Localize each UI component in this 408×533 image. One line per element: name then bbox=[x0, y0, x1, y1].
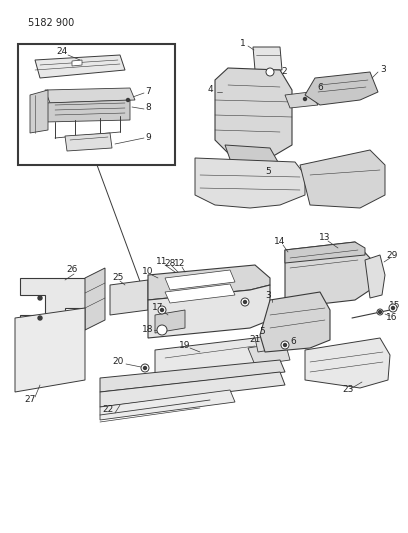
Polygon shape bbox=[20, 278, 85, 330]
Circle shape bbox=[158, 306, 166, 314]
Text: 7: 7 bbox=[145, 87, 151, 96]
Polygon shape bbox=[148, 285, 270, 338]
Polygon shape bbox=[305, 72, 378, 105]
Polygon shape bbox=[285, 92, 318, 108]
Text: 6: 6 bbox=[317, 84, 323, 93]
Circle shape bbox=[268, 70, 272, 74]
Circle shape bbox=[160, 327, 164, 333]
Polygon shape bbox=[110, 280, 148, 315]
Text: 2: 2 bbox=[281, 68, 287, 77]
Text: 10: 10 bbox=[142, 268, 154, 277]
Text: 4: 4 bbox=[207, 85, 213, 94]
Circle shape bbox=[389, 304, 397, 312]
Polygon shape bbox=[255, 334, 282, 352]
Polygon shape bbox=[65, 133, 112, 151]
Polygon shape bbox=[100, 372, 285, 407]
Text: 28: 28 bbox=[164, 259, 176, 268]
Text: 19: 19 bbox=[179, 341, 191, 350]
Circle shape bbox=[281, 341, 289, 349]
Text: 25: 25 bbox=[112, 273, 124, 282]
Text: 16: 16 bbox=[386, 313, 398, 322]
Polygon shape bbox=[35, 55, 125, 78]
Polygon shape bbox=[30, 90, 48, 133]
Text: 14: 14 bbox=[274, 238, 286, 246]
Text: 3: 3 bbox=[265, 292, 271, 301]
Text: 5182 900: 5182 900 bbox=[28, 18, 74, 28]
Circle shape bbox=[244, 301, 246, 303]
Polygon shape bbox=[15, 308, 85, 392]
Polygon shape bbox=[85, 268, 105, 330]
Polygon shape bbox=[45, 100, 130, 122]
Polygon shape bbox=[148, 265, 270, 300]
Text: 3: 3 bbox=[380, 66, 386, 75]
Text: 5: 5 bbox=[265, 167, 271, 176]
Text: 8: 8 bbox=[145, 103, 151, 112]
Text: 9: 9 bbox=[145, 133, 151, 141]
Polygon shape bbox=[305, 338, 390, 388]
Polygon shape bbox=[260, 292, 330, 352]
Text: 6: 6 bbox=[290, 337, 296, 346]
Polygon shape bbox=[165, 270, 235, 290]
Polygon shape bbox=[155, 310, 185, 333]
Circle shape bbox=[144, 367, 146, 369]
Polygon shape bbox=[253, 47, 282, 70]
Circle shape bbox=[160, 309, 164, 311]
Text: 26: 26 bbox=[67, 265, 78, 274]
Polygon shape bbox=[300, 150, 385, 208]
Circle shape bbox=[379, 311, 381, 313]
Text: 27: 27 bbox=[24, 395, 35, 405]
Text: 11: 11 bbox=[156, 257, 168, 266]
Polygon shape bbox=[195, 158, 305, 208]
Polygon shape bbox=[285, 242, 370, 308]
Circle shape bbox=[241, 298, 249, 306]
Text: 22: 22 bbox=[102, 406, 113, 415]
Polygon shape bbox=[155, 338, 262, 380]
Text: 18: 18 bbox=[142, 326, 154, 335]
Text: 23: 23 bbox=[342, 385, 354, 394]
Circle shape bbox=[284, 343, 286, 346]
Polygon shape bbox=[365, 255, 385, 298]
Polygon shape bbox=[285, 242, 365, 263]
Text: 12: 12 bbox=[174, 260, 186, 269]
Text: 17: 17 bbox=[152, 303, 164, 312]
Circle shape bbox=[126, 99, 129, 101]
Circle shape bbox=[38, 296, 42, 300]
Circle shape bbox=[304, 98, 306, 101]
Polygon shape bbox=[45, 88, 135, 103]
Polygon shape bbox=[248, 342, 290, 365]
Text: 15: 15 bbox=[389, 301, 401, 310]
Text: 21: 21 bbox=[249, 335, 261, 344]
Circle shape bbox=[141, 364, 149, 372]
Circle shape bbox=[38, 316, 42, 320]
Text: 20: 20 bbox=[112, 358, 124, 367]
Circle shape bbox=[377, 309, 383, 315]
Text: 13: 13 bbox=[319, 233, 331, 243]
Circle shape bbox=[266, 68, 274, 76]
Polygon shape bbox=[72, 60, 82, 66]
Polygon shape bbox=[225, 145, 278, 165]
Text: 1: 1 bbox=[240, 39, 246, 49]
Text: 29: 29 bbox=[386, 251, 398, 260]
Polygon shape bbox=[18, 44, 175, 165]
Polygon shape bbox=[100, 390, 235, 420]
Circle shape bbox=[157, 325, 167, 335]
Text: 24: 24 bbox=[56, 47, 68, 56]
Polygon shape bbox=[100, 360, 285, 392]
Circle shape bbox=[392, 306, 395, 310]
Polygon shape bbox=[215, 68, 292, 158]
Text: 5: 5 bbox=[259, 327, 265, 336]
Polygon shape bbox=[165, 284, 235, 303]
